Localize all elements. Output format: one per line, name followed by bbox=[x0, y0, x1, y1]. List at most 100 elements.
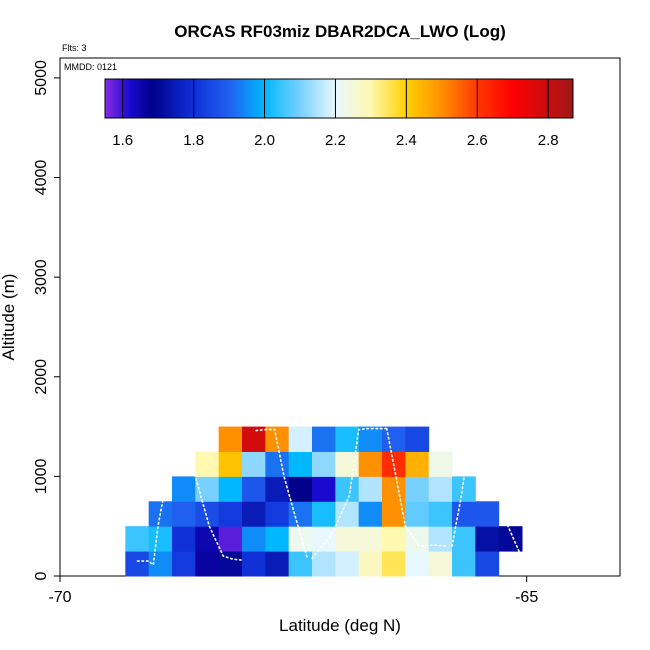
heatmap-cell bbox=[358, 526, 383, 552]
heatmap-cell bbox=[312, 551, 336, 577]
flight-profile-line bbox=[451, 427, 495, 547]
heatmap-cell bbox=[382, 501, 406, 527]
heatmap-cell bbox=[312, 476, 336, 502]
heatmap-cell bbox=[428, 501, 453, 527]
heatmap-cell bbox=[195, 451, 220, 477]
flight-profile-line bbox=[385, 427, 449, 547]
heatmap-cell bbox=[242, 526, 266, 552]
heatmap-cell bbox=[172, 526, 196, 552]
heatmap-cell bbox=[148, 526, 173, 552]
heatmap-cell bbox=[288, 551, 313, 577]
heatmap-cell bbox=[148, 551, 173, 577]
heatmap-cell bbox=[312, 501, 336, 527]
heatmap-cell bbox=[242, 426, 266, 452]
heatmap-cell bbox=[428, 551, 453, 577]
heatmap-cell bbox=[288, 501, 313, 527]
heatmap-cell bbox=[405, 451, 430, 477]
heatmap-cell bbox=[335, 426, 360, 452]
heatmap-cell bbox=[358, 501, 383, 527]
colorbar-tick-label: 2.2 bbox=[325, 132, 346, 149]
heatmap-cell bbox=[195, 476, 220, 502]
heatmap-cell bbox=[382, 551, 406, 577]
heatmap-cell bbox=[172, 476, 196, 502]
colorbar-tick-label: 2.6 bbox=[467, 132, 488, 149]
flights-note: Flts: 3 bbox=[62, 43, 87, 53]
chart-title: ORCAS RF03miz DBAR2DCA_LWO (Log) bbox=[174, 22, 506, 41]
y-tick-label: 5000 bbox=[33, 60, 50, 96]
heatmap-cell bbox=[288, 476, 313, 502]
heatmap-cell bbox=[218, 451, 243, 477]
heatmap-cell bbox=[125, 551, 150, 577]
heatmap-cell bbox=[242, 551, 266, 577]
y-axis: 0 1000 2000 3000 4000 5000 bbox=[33, 60, 60, 580]
heatmap-cell bbox=[452, 476, 476, 502]
heatmap-cell bbox=[125, 526, 150, 552]
heatmap-cell bbox=[218, 501, 243, 527]
heatmap-cell bbox=[265, 551, 290, 577]
heatmap-cell bbox=[195, 551, 220, 577]
colorbar-gradient bbox=[104, 78, 574, 119]
heatmap-cell bbox=[242, 476, 266, 502]
colorbar-tick-label: 2.8 bbox=[538, 132, 559, 149]
heatmap-cell bbox=[195, 501, 220, 527]
heatmap-cell bbox=[428, 476, 453, 502]
heatmap-cell bbox=[428, 451, 453, 477]
flight-profile-line bbox=[136, 430, 178, 567]
heatmap-cell bbox=[405, 426, 430, 452]
x-axis: -70 -65 bbox=[48, 576, 538, 606]
heatmap-cell bbox=[312, 526, 336, 552]
heatmap-cell bbox=[475, 526, 500, 552]
heatmap-cell bbox=[218, 551, 243, 577]
heatmap-cell bbox=[358, 551, 383, 577]
heatmap-cell bbox=[288, 451, 313, 477]
y-tick-label: 4000 bbox=[33, 160, 50, 196]
heatmap-cells bbox=[125, 426, 523, 577]
heatmap-cell bbox=[195, 526, 220, 552]
x-axis-label: Latitude (deg N) bbox=[279, 616, 401, 635]
colorbar-tick-label: 2.4 bbox=[396, 132, 417, 149]
heatmap-cell bbox=[242, 501, 266, 527]
heatmap-cell bbox=[382, 476, 406, 502]
colorbar-tick-label: 1.6 bbox=[112, 132, 133, 149]
flight-profile-line bbox=[311, 427, 388, 559]
heatmap-cell bbox=[335, 501, 360, 527]
y-tick-label: 2000 bbox=[33, 359, 50, 395]
heatmap-cell bbox=[405, 476, 430, 502]
flight-profile-line bbox=[497, 475, 554, 560]
y-tick-label: 0 bbox=[33, 571, 50, 580]
heatmap-cell bbox=[335, 476, 360, 502]
x-tick-label: -70 bbox=[48, 589, 71, 606]
flight-profile-line bbox=[255, 428, 309, 559]
heatmap-cell bbox=[172, 551, 196, 577]
heatmap-cell bbox=[498, 526, 523, 552]
heatmap-cell bbox=[358, 426, 383, 452]
heatmap-cell bbox=[405, 551, 430, 577]
y-tick-label: 1000 bbox=[33, 458, 50, 494]
heatmap-cell bbox=[382, 526, 406, 552]
heatmap-cell bbox=[382, 426, 406, 452]
heatmap-cell bbox=[452, 501, 476, 527]
heatmap-cell bbox=[265, 501, 290, 527]
heatmap-cell bbox=[452, 526, 476, 552]
y-axis-label: Altitude (m) bbox=[0, 274, 18, 361]
heatmap-cell bbox=[172, 501, 196, 527]
colorbar-ticks: 1.6 1.8 2.0 2.2 2.4 2.6 2.8 bbox=[112, 79, 559, 149]
heatmap-cell bbox=[218, 476, 243, 502]
heatmap-cell bbox=[335, 526, 360, 552]
heatmap-cell bbox=[358, 451, 383, 477]
heatmap-cell bbox=[452, 551, 476, 577]
heatmap-cell bbox=[288, 526, 313, 552]
x-tick-label: -65 bbox=[515, 589, 538, 606]
heatmap-cell bbox=[405, 501, 430, 527]
heatmap-cell bbox=[475, 501, 500, 527]
heatmap-cell bbox=[312, 451, 336, 477]
heatmap-cell bbox=[475, 551, 500, 577]
heatmap-cell bbox=[428, 526, 453, 552]
heatmap-cell bbox=[265, 476, 290, 502]
date-note: MMDD: 0121 bbox=[64, 62, 117, 72]
colorbar-tick-label: 2.0 bbox=[254, 132, 275, 149]
heatmap-cell bbox=[218, 426, 243, 452]
colorbar: 1.6 1.8 2.0 2.2 2.4 2.6 2.8 bbox=[104, 78, 574, 149]
colorbar-tick-label: 1.8 bbox=[183, 132, 204, 149]
